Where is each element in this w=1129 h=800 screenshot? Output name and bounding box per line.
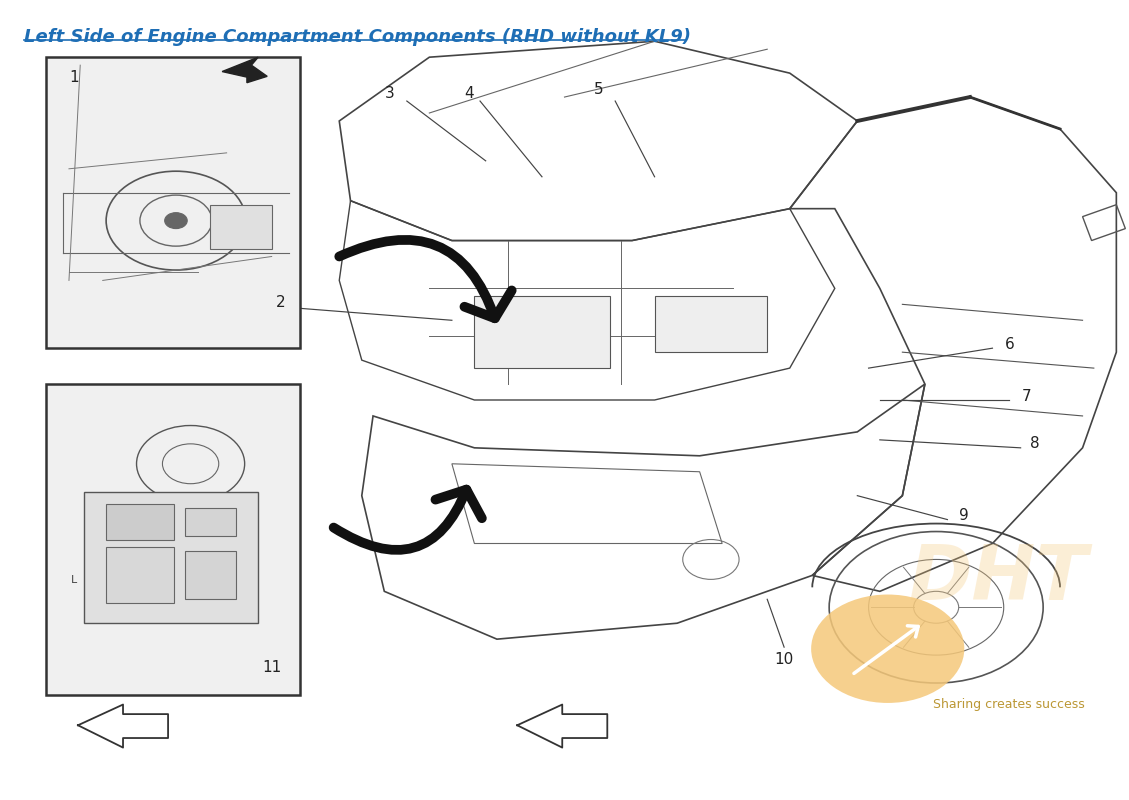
Circle shape — [165, 213, 187, 229]
Polygon shape — [78, 705, 168, 747]
Text: 7: 7 — [1022, 389, 1031, 403]
Text: Sharing creates success: Sharing creates success — [934, 698, 1085, 711]
Text: Left Side of Engine Compartment Components (RHD without KL9): Left Side of Engine Compartment Componen… — [24, 28, 691, 46]
Circle shape — [811, 594, 964, 703]
Polygon shape — [517, 705, 607, 747]
Text: DHT: DHT — [909, 542, 1087, 616]
FancyBboxPatch shape — [106, 547, 174, 603]
Text: 4: 4 — [464, 86, 473, 101]
Text: 10: 10 — [774, 651, 794, 666]
Text: 5: 5 — [594, 82, 603, 97]
FancyArrowPatch shape — [339, 240, 511, 318]
FancyBboxPatch shape — [46, 384, 300, 695]
Text: 2: 2 — [275, 295, 286, 310]
FancyBboxPatch shape — [210, 205, 272, 249]
Polygon shape — [222, 57, 268, 82]
FancyBboxPatch shape — [106, 504, 174, 539]
FancyBboxPatch shape — [655, 296, 768, 352]
FancyBboxPatch shape — [84, 492, 259, 623]
Text: 9: 9 — [960, 508, 969, 523]
Text: 8: 8 — [1031, 436, 1040, 451]
FancyArrowPatch shape — [334, 490, 482, 550]
FancyBboxPatch shape — [185, 551, 236, 599]
Text: 1: 1 — [70, 70, 79, 85]
Text: 11: 11 — [262, 659, 281, 674]
Text: 6: 6 — [1005, 337, 1014, 352]
Text: L: L — [71, 575, 78, 586]
Text: 3: 3 — [385, 86, 395, 101]
FancyBboxPatch shape — [474, 296, 610, 368]
FancyBboxPatch shape — [185, 508, 236, 535]
FancyBboxPatch shape — [46, 57, 300, 348]
FancyArrowPatch shape — [854, 626, 918, 674]
